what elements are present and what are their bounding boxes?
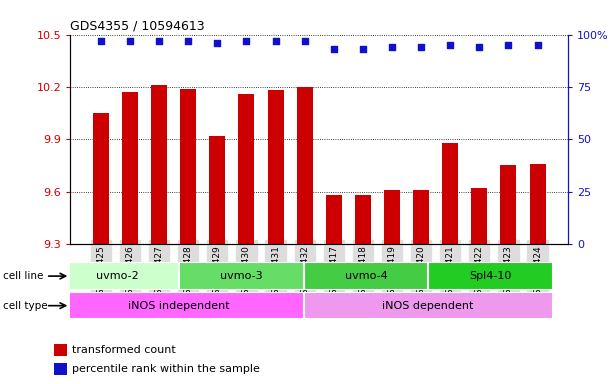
Bar: [93, 113, 109, 244]
Bar: [268, 90, 284, 244]
Bar: [297, 87, 313, 244]
Text: GDS4355 / 10594613: GDS4355 / 10594613: [70, 19, 205, 32]
Point: [241, 38, 251, 44]
Bar: [55, 292, 304, 319]
Bar: [384, 190, 400, 244]
Bar: [304, 292, 553, 319]
Text: uvmo-3: uvmo-3: [220, 271, 263, 281]
Bar: [179, 262, 304, 290]
Bar: [180, 89, 196, 244]
Bar: [54, 344, 67, 356]
Point: [300, 38, 310, 44]
Bar: [238, 94, 254, 244]
Text: uvmo-4: uvmo-4: [345, 271, 387, 281]
Point: [125, 38, 135, 44]
Text: percentile rank within the sample: percentile rank within the sample: [72, 364, 260, 374]
Text: iNOS independent: iNOS independent: [128, 301, 230, 311]
Point: [358, 46, 368, 52]
Point: [475, 44, 485, 50]
Text: cell type: cell type: [3, 301, 48, 311]
Point: [329, 46, 338, 52]
Point: [503, 42, 513, 48]
Bar: [304, 262, 428, 290]
Text: Spl4-10: Spl4-10: [469, 271, 511, 281]
Bar: [428, 262, 553, 290]
Bar: [413, 190, 429, 244]
Point: [154, 38, 164, 44]
Point: [213, 40, 222, 46]
Bar: [326, 195, 342, 244]
Point: [271, 38, 280, 44]
Point: [96, 38, 106, 44]
Point: [533, 42, 543, 48]
Point: [416, 44, 426, 50]
Point: [183, 38, 193, 44]
Text: cell line: cell line: [3, 271, 43, 281]
Text: iNOS dependent: iNOS dependent: [382, 301, 474, 311]
Bar: [471, 188, 488, 244]
Bar: [122, 92, 138, 244]
Bar: [210, 136, 225, 244]
Bar: [54, 363, 67, 375]
Bar: [530, 164, 546, 244]
Bar: [500, 166, 516, 244]
Bar: [355, 195, 371, 244]
Bar: [55, 262, 179, 290]
Bar: [151, 85, 167, 244]
Point: [445, 42, 455, 48]
Bar: [442, 143, 458, 244]
Text: uvmo-2: uvmo-2: [95, 271, 138, 281]
Text: transformed count: transformed count: [72, 345, 176, 355]
Point: [387, 44, 397, 50]
